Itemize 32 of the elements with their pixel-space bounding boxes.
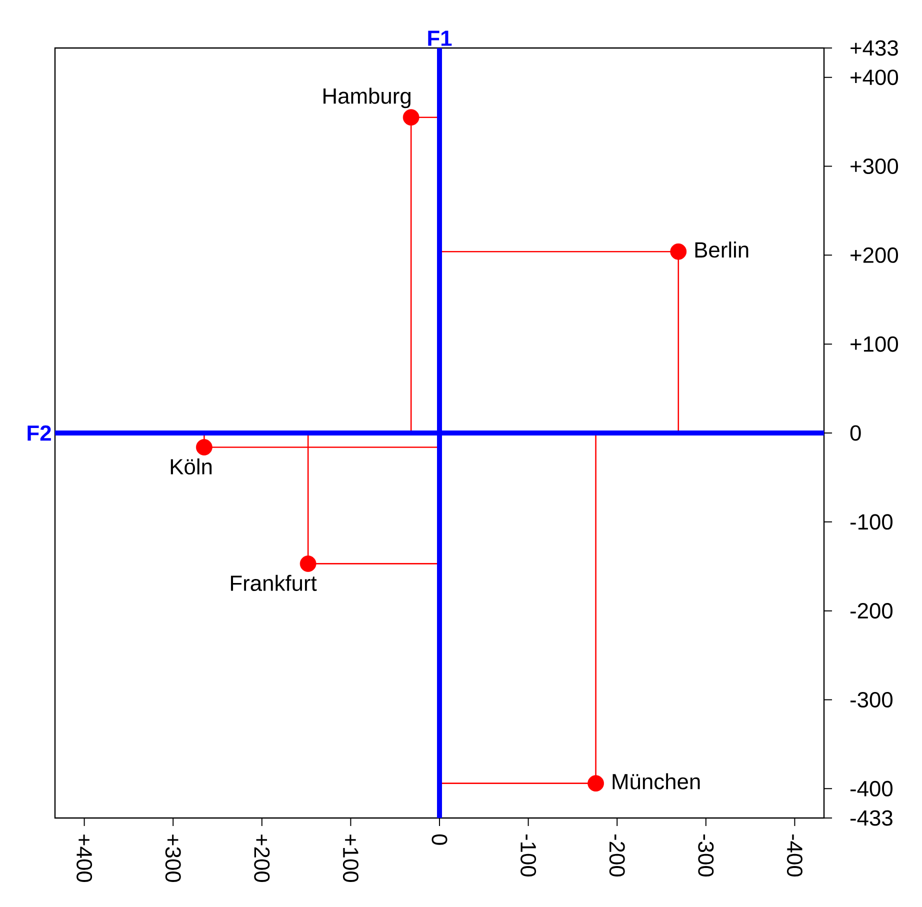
x-tick-label: +100 — [342, 834, 358, 882]
annotation: München — [612, 773, 700, 790]
y-tick-label: +300 — [850, 158, 898, 174]
point — [300, 556, 316, 572]
ref-line-label: F1 — [428, 30, 452, 46]
x-tick-label: +400 — [76, 834, 92, 882]
y-tick-label: -200 — [850, 603, 893, 619]
annotation: Berlin — [695, 242, 748, 258]
annotation: Köln — [170, 458, 212, 475]
x-tick-label: -400 — [786, 834, 802, 877]
annotation: Hamburg — [324, 88, 410, 108]
annotation: Frankfurt — [230, 574, 317, 592]
y-tick-label: +400 — [850, 70, 898, 86]
y-tick-label: -400 — [850, 780, 893, 796]
point — [588, 775, 604, 792]
x-tick-label: 0 — [432, 834, 448, 845]
y-tick-label: +200 — [850, 247, 898, 263]
y-tick-label: +433 — [850, 40, 898, 56]
y-tick-label: +100 — [850, 336, 898, 352]
y-tick-label: 0 — [850, 425, 861, 441]
point — [670, 243, 687, 260]
x-tick-label: -200 — [609, 834, 625, 877]
point — [196, 439, 212, 456]
x-tick-label: -100 — [520, 834, 536, 877]
y-tick-label: -300 — [850, 692, 893, 708]
x-tick-label: +200 — [254, 834, 270, 882]
y-tick-label: -100 — [850, 514, 893, 530]
point — [402, 109, 420, 126]
y-tick-label: -433 — [850, 810, 892, 826]
x-tick-label: +300 — [165, 834, 181, 882]
ref-line-label: F2 — [28, 425, 51, 441]
x-tick-label: -300 — [698, 834, 714, 877]
